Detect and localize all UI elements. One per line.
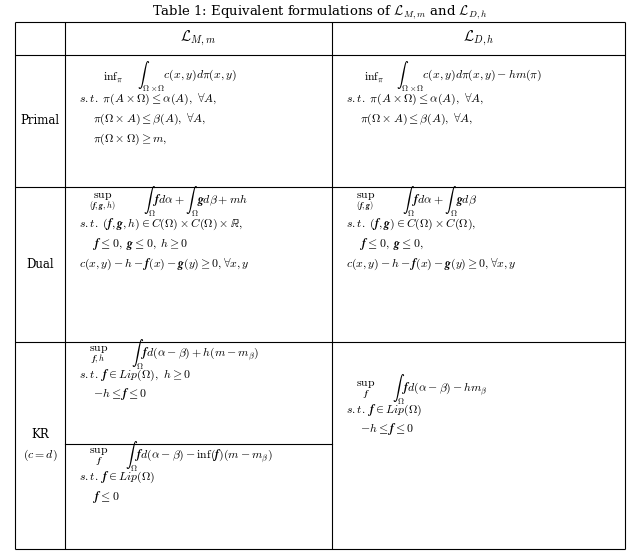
Text: $s.t.\ \boldsymbol{f}\in Lip(\Omega),\ h\geq 0$: $s.t.\ \boldsymbol{f}\in Lip(\Omega),\ h… <box>79 368 191 383</box>
Text: $s.t.\ \boldsymbol{f}\in Lip(\Omega)$: $s.t.\ \boldsymbol{f}\in Lip(\Omega)$ <box>346 402 422 418</box>
Text: Dual: Dual <box>26 258 54 271</box>
Text: $\int_{\Omega}\boldsymbol{f}d\alpha+\int_{\Omega}\boldsymbol{g}d\beta$: $\int_{\Omega}\boldsymbol{f}d\alpha+\int… <box>402 185 477 219</box>
Text: $s.t.\ (\boldsymbol{f},\boldsymbol{g},h)\in C(\Omega)\times C(\Omega)\times\math: $s.t.\ (\boldsymbol{f},\boldsymbol{g},h)… <box>79 216 243 232</box>
Text: $\int_{\Omega\times\Omega} c(x,y)d\pi(x,y) - hm(\pi)$: $\int_{\Omega\times\Omega} c(x,y)d\pi(x,… <box>396 60 542 94</box>
Text: $\int_{\Omega}\boldsymbol{f}d\alpha+\int_{\Omega}\boldsymbol{g}d\beta+mh$: $\int_{\Omega}\boldsymbol{f}d\alpha+\int… <box>143 185 248 219</box>
Text: $\int_{\Omega\times\Omega} c(x,y)d\pi(x,y)$: $\int_{\Omega\times\Omega} c(x,y)d\pi(x,… <box>137 60 237 94</box>
Text: $\mathcal{L}_{M,m}$: $\mathcal{L}_{M,m}$ <box>180 29 216 48</box>
Text: $\boldsymbol{f}\leq 0,\ \boldsymbol{g}\leq 0,\ h\geq 0$: $\boldsymbol{f}\leq 0,\ \boldsymbol{g}\l… <box>93 236 188 252</box>
Text: $\mathcal{L}_{D,h}$: $\mathcal{L}_{D,h}$ <box>463 29 494 48</box>
Text: $-h\leq\boldsymbol{f}\leq 0$: $-h\leq\boldsymbol{f}\leq 0$ <box>93 386 147 402</box>
Text: $\sup_{\boldsymbol{f}}$: $\sup_{\boldsymbol{f}}$ <box>89 446 108 468</box>
Text: $\pi(\Omega\times A)\leq\beta(A),\ \forall A,$: $\pi(\Omega\times A)\leq\beta(A),\ \fora… <box>360 111 473 126</box>
Text: $\sup_{\boldsymbol{f},h}$: $\sup_{\boldsymbol{f},h}$ <box>89 344 108 366</box>
Text: $s.t.\ \pi(A\times\Omega)\leq\alpha(A),\ \forall A,$: $s.t.\ \pi(A\times\Omega)\leq\alpha(A),\… <box>346 91 484 106</box>
Text: $\int_{\Omega}\boldsymbol{f}d(\alpha-\beta)-hm_{\beta}$: $\int_{\Omega}\boldsymbol{f}d(\alpha-\be… <box>392 373 488 407</box>
Text: $s.t.\ \boldsymbol{f}\in Lip(\Omega)$: $s.t.\ \boldsymbol{f}\in Lip(\Omega)$ <box>79 470 156 485</box>
Text: $\pi(\Omega\times\Omega)\geq m,$: $\pi(\Omega\times\Omega)\geq m,$ <box>93 131 167 146</box>
Text: $c(x,y)-h-\boldsymbol{f}(x)-\boldsymbol{g}(y)\geq 0,\forall x,y$: $c(x,y)-h-\boldsymbol{f}(x)-\boldsymbol{… <box>79 256 250 272</box>
Text: $\sup_{(\boldsymbol{f},\boldsymbol{g})}$: $\sup_{(\boldsymbol{f},\boldsymbol{g})}$ <box>356 192 376 212</box>
Text: $s.t.\ \pi(A\times\Omega)\leq\alpha(A),\ \forall A,$: $s.t.\ \pi(A\times\Omega)\leq\alpha(A),\… <box>79 91 217 106</box>
Text: Table 1: Equivalent formulations of $\mathcal{L}_{M,m}$ and $\mathcal{L}_{D,h}$: Table 1: Equivalent formulations of $\ma… <box>152 3 488 21</box>
Text: $\int_{\Omega}\boldsymbol{f}d(\alpha-\beta)+h(m-m_{\beta})$: $\int_{\Omega}\boldsymbol{f}d(\alpha-\be… <box>131 338 259 372</box>
Text: $\inf_{\pi}$: $\inf_{\pi}$ <box>364 70 385 84</box>
Text: $\inf_{\pi}$: $\inf_{\pi}$ <box>103 70 124 84</box>
Text: $s.t.\ (\boldsymbol{f},\boldsymbol{g})\in C(\Omega)\times C(\Omega),$: $s.t.\ (\boldsymbol{f},\boldsymbol{g})\i… <box>346 216 476 232</box>
Text: $c(x,y)-h-\boldsymbol{f}(x)-\boldsymbol{g}(y)\geq 0,\forall x,y$: $c(x,y)-h-\boldsymbol{f}(x)-\boldsymbol{… <box>346 256 516 272</box>
Text: Primal: Primal <box>20 115 60 128</box>
Text: $\sup_{\boldsymbol{f}}$: $\sup_{\boldsymbol{f}}$ <box>356 379 376 400</box>
Text: $\int_{\Omega}\boldsymbol{f}d(\alpha-\beta)-\inf(\boldsymbol{f})(m-m_{\beta})$: $\int_{\Omega}\boldsymbol{f}d(\alpha-\be… <box>125 440 273 474</box>
Text: $\sup_{(\boldsymbol{f},\boldsymbol{g},h)}$: $\sup_{(\boldsymbol{f},\boldsymbol{g},h)… <box>89 192 116 212</box>
Text: KR
$(c=d)$: KR $(c=d)$ <box>22 428 58 463</box>
Text: $-h\leq\boldsymbol{f}\leq 0$: $-h\leq\boldsymbol{f}\leq 0$ <box>360 421 414 437</box>
Text: $\pi(\Omega\times A)\leq\beta(A),\ \forall A,$: $\pi(\Omega\times A)\leq\beta(A),\ \fora… <box>93 111 206 126</box>
Text: $\boldsymbol{f}\leq 0$: $\boldsymbol{f}\leq 0$ <box>93 489 120 505</box>
Text: $\boldsymbol{f}\leq 0,\ \boldsymbol{g}\leq 0,$: $\boldsymbol{f}\leq 0,\ \boldsymbol{g}\l… <box>360 236 424 252</box>
